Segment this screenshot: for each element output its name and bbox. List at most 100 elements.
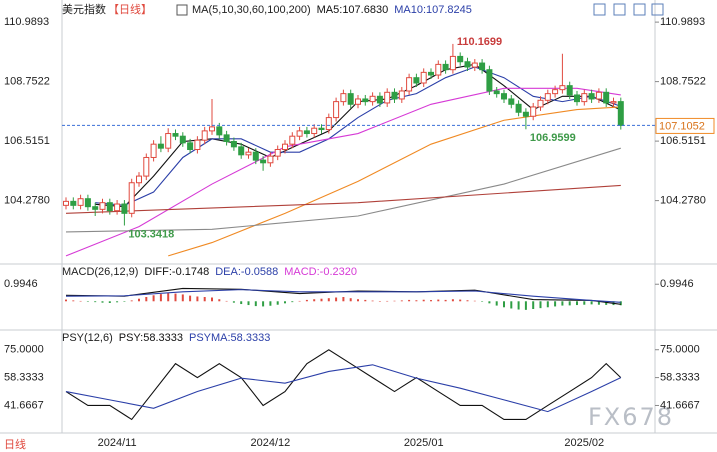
macd-bar <box>305 299 308 302</box>
macd-bar <box>568 301 571 306</box>
candle-body <box>398 90 405 100</box>
price-annotation: 110.1699 <box>457 36 502 48</box>
indicator-line <box>168 106 621 257</box>
candle-body <box>384 91 391 104</box>
indicator-line <box>65 287 621 305</box>
macd-bar <box>342 297 345 302</box>
macd-bar <box>335 297 338 302</box>
macd-bar <box>386 300 389 302</box>
candle-body <box>479 62 486 71</box>
tool-icon[interactable] <box>651 3 664 16</box>
indicator-line <box>95 66 621 206</box>
candle-body <box>114 203 121 212</box>
macd-bar <box>546 301 549 308</box>
candle-body <box>464 61 471 68</box>
y-tick-label: 108.7522 <box>660 76 706 88</box>
macd-bar <box>422 299 425 302</box>
y-tick-label: 0.9946 <box>4 278 38 290</box>
candle-body <box>99 202 106 210</box>
tool-icon[interactable] <box>633 3 646 16</box>
macd-bar <box>167 293 170 302</box>
candle-body <box>406 77 413 92</box>
macd-bar <box>232 301 235 303</box>
macd-bar <box>481 301 484 302</box>
legend-entry: PSY:58.3333 <box>119 332 183 344</box>
chart-subtitle: 【日线】 <box>108 2 152 16</box>
candle-body <box>165 133 172 149</box>
toolbar[interactable] <box>593 3 664 16</box>
macd-bar <box>72 300 75 302</box>
y-tick-label: 75.0000 <box>660 344 700 356</box>
candle-body <box>296 130 303 137</box>
candle-body <box>303 130 310 135</box>
candle-body <box>574 94 580 103</box>
legend-entry: PSYMA:58.3333 <box>189 332 270 344</box>
macd-bar <box>364 299 367 302</box>
price-annotation: 106.9599 <box>530 132 576 144</box>
macd-bar <box>378 301 381 302</box>
candle-body <box>209 126 215 132</box>
candle-body <box>595 91 602 100</box>
macd-bar <box>276 301 279 305</box>
checkbox-icon <box>176 4 188 16</box>
legend-entry: DIFF:-0.1748 <box>144 266 209 278</box>
candle-body <box>552 89 559 95</box>
macd-bar <box>510 301 513 309</box>
macd-bar <box>583 301 586 305</box>
macd-bar <box>313 299 316 302</box>
candle-body <box>333 101 340 119</box>
macd-bar <box>503 301 505 308</box>
y-tick-label: 110.9893 <box>660 16 705 28</box>
candle-body <box>428 71 434 76</box>
candle-body <box>355 98 361 105</box>
macd-bar <box>597 301 600 305</box>
macd-bar <box>159 294 162 302</box>
macd-bar <box>430 300 432 302</box>
candle-body <box>369 95 376 103</box>
macd-bar <box>451 299 454 302</box>
candle-body <box>311 127 318 135</box>
candle-body <box>230 141 237 148</box>
macd-bar <box>284 301 286 304</box>
macd-bar <box>437 299 440 302</box>
macd-bar <box>444 299 447 302</box>
candle-body <box>449 55 456 71</box>
candle-body <box>530 106 537 117</box>
tool-icon[interactable] <box>593 3 606 16</box>
candle-body <box>136 175 142 184</box>
macd-bar <box>247 301 250 306</box>
macd-bar <box>488 301 491 304</box>
tool-icon[interactable] <box>613 3 626 16</box>
macd-bar <box>408 299 411 302</box>
y-tick-label: 104.2780 <box>660 195 706 207</box>
candle-body <box>442 63 449 71</box>
candle-body <box>128 182 135 214</box>
candle-body <box>245 151 252 156</box>
candle-body <box>515 103 522 113</box>
y-tick-label: 58.3333 <box>4 372 44 384</box>
macd-bar <box>473 300 476 302</box>
chart-title: PSY(12,6) <box>62 332 113 344</box>
period-footer[interactable]: 日线 <box>4 437 26 451</box>
candle-body <box>617 101 624 126</box>
candle-body <box>289 135 296 145</box>
macd-bar <box>466 300 469 302</box>
y-tick-label: 106.5151 <box>4 135 50 147</box>
candle-body <box>252 151 259 161</box>
y-tick-label: 106.5151 <box>660 135 706 147</box>
macd-bar <box>495 301 498 306</box>
macd-bar <box>254 301 257 307</box>
indicator-label: MA(5,10,30,60,100,200) <box>192 4 311 16</box>
macd-bar <box>590 301 593 305</box>
macd-bar <box>174 293 177 302</box>
macd-bar <box>262 301 265 307</box>
y-tick-label: 108.7522 <box>4 76 50 88</box>
macd-bar <box>291 301 294 303</box>
candle-body <box>260 159 267 164</box>
macd-bar <box>203 297 206 302</box>
macd-bar <box>145 297 148 302</box>
candle-body <box>522 111 529 117</box>
candle-body <box>267 155 274 164</box>
legend-entry: MA10:107.8245 <box>394 4 472 16</box>
